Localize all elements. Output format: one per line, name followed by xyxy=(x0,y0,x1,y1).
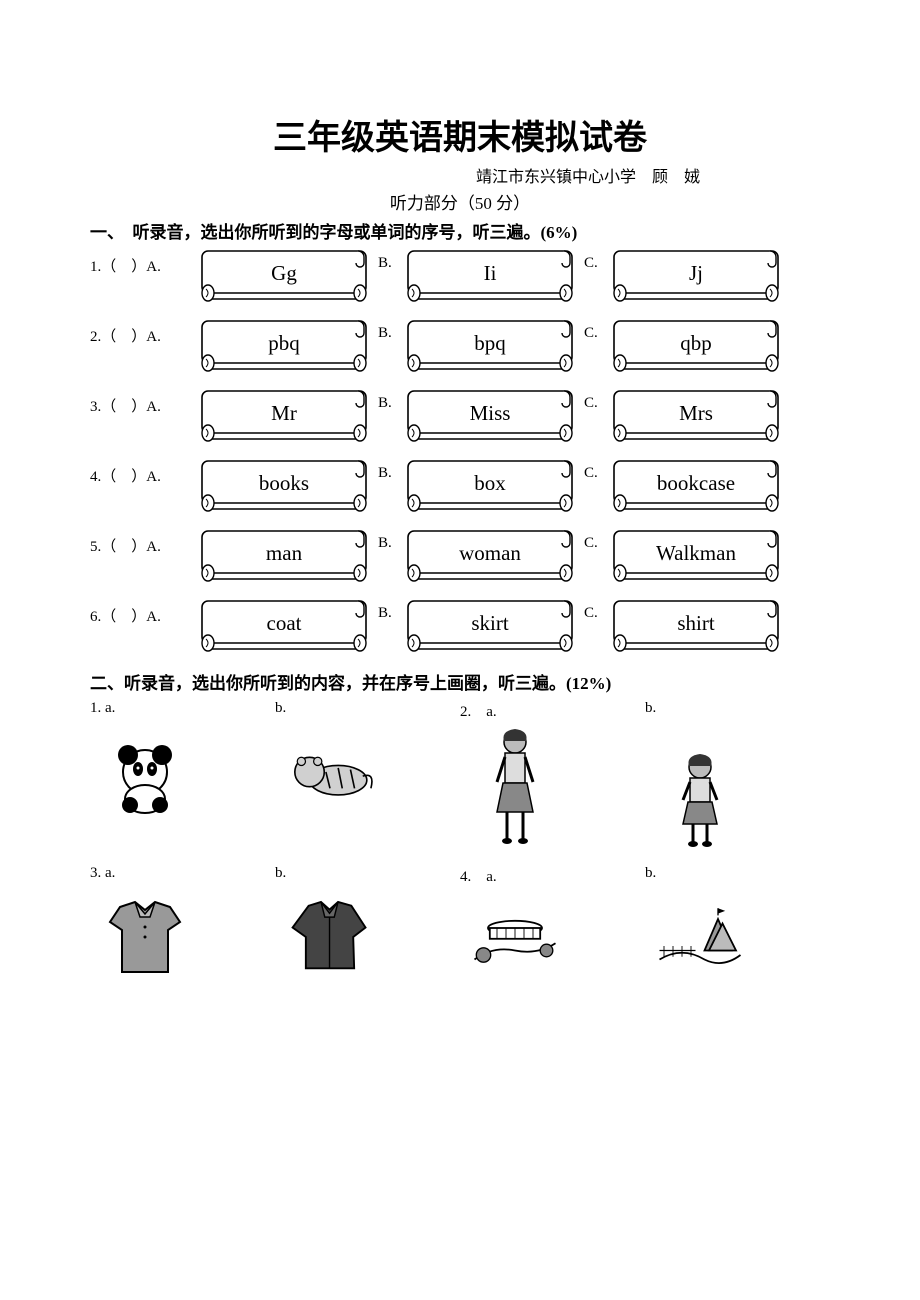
svg-text:skirt: skirt xyxy=(471,611,509,635)
svg-text:bpq: bpq xyxy=(474,331,506,355)
tall-girl-icon[interactable] xyxy=(470,727,560,847)
option-label: B. xyxy=(378,599,406,622)
option-label: C. xyxy=(584,319,612,342)
question-number: 6.（ ）A. xyxy=(90,599,200,626)
option-label: C. xyxy=(584,599,612,622)
option-C[interactable]: bookcase xyxy=(612,459,780,515)
option-B[interactable]: box xyxy=(406,459,574,515)
option-label: B. xyxy=(378,249,406,272)
svg-text:Ii: Ii xyxy=(484,261,497,285)
section2-right-group: 2. a. b. xyxy=(460,700,830,721)
option-A[interactable]: man xyxy=(200,529,368,585)
option-label: C. xyxy=(584,389,612,412)
svg-text:Mrs: Mrs xyxy=(679,401,713,425)
question-number: 5.（ ）A. xyxy=(90,529,200,556)
zoo-icon[interactable] xyxy=(470,892,560,982)
option-B[interactable]: skirt xyxy=(406,599,574,655)
section2-right-group: 4. a. b. xyxy=(460,865,830,886)
option-B[interactable]: Ii xyxy=(406,249,574,305)
option-C[interactable]: Mrs xyxy=(612,389,780,445)
page-title: 三年级英语期末模拟试卷 xyxy=(90,110,830,159)
option-label: B. xyxy=(378,529,406,552)
section2-left-group: 3. a. b. xyxy=(90,865,460,886)
option-label: C. xyxy=(584,249,612,272)
q-label: b. xyxy=(645,865,656,881)
question-number: 2.（ ）A. xyxy=(90,319,200,346)
option-B[interactable]: bpq xyxy=(406,319,574,375)
svg-text:books: books xyxy=(259,471,309,495)
section1-instruction: 一、 听录音，选出你所听到的字母或单词的序号，听三遍。(6%) xyxy=(90,218,830,243)
question-number: 3.（ ）A. xyxy=(90,389,200,416)
question-row: 4.（ ）A. books B. box C. bookcase xyxy=(90,459,830,515)
q-label: 3. a. xyxy=(90,865,115,881)
section1-questions: 1.（ ）A. Gg B. Ii C. Jj 2.（ ）A. pbq B. bp… xyxy=(90,249,830,655)
question-row: 6.（ ）A. coat B. skirt C. shirt xyxy=(90,599,830,655)
option-C[interactable]: Walkman xyxy=(612,529,780,585)
question-number: 1.（ ）A. xyxy=(90,249,200,276)
option-label: B. xyxy=(378,389,406,412)
section2-left-group: 1. a. b. xyxy=(90,700,460,721)
svg-text:woman: woman xyxy=(459,541,521,565)
svg-text:qbp: qbp xyxy=(680,331,712,355)
jacket-icon[interactable] xyxy=(285,892,375,982)
option-label: B. xyxy=(378,319,406,342)
option-A[interactable]: books xyxy=(200,459,368,515)
tiger-icon[interactable] xyxy=(285,727,375,817)
option-C[interactable]: qbp xyxy=(612,319,780,375)
svg-text:Gg: Gg xyxy=(271,261,297,285)
question-row: 2.（ ）A. pbq B. bpq C. qbp xyxy=(90,319,830,375)
q-label: 2. a. xyxy=(460,704,497,720)
question-number: 4.（ ）A. xyxy=(90,459,200,486)
svg-text:Miss: Miss xyxy=(470,401,511,425)
park-icon[interactable] xyxy=(655,892,745,982)
svg-text:Walkman: Walkman xyxy=(656,541,736,565)
option-B[interactable]: Miss xyxy=(406,389,574,445)
question-row: 5.（ ）A. man B. woman C. Walkman xyxy=(90,529,830,585)
page-subtitle: 靖江市东兴镇中心小学 顾 娀 xyxy=(90,163,830,187)
q-label: 1. a. xyxy=(90,700,115,716)
option-C[interactable]: shirt xyxy=(612,599,780,655)
listening-header: 听力部分（50 分） xyxy=(90,189,830,214)
q-label: b. xyxy=(275,865,286,881)
panda-icon[interactable] xyxy=(100,727,190,817)
svg-text:bookcase: bookcase xyxy=(657,471,735,495)
exam-page: 三年级英语期末模拟试卷 靖江市东兴镇中心小学 顾 娀 听力部分（50 分） 一、… xyxy=(0,0,920,1040)
svg-text:pbq: pbq xyxy=(268,331,300,355)
option-A[interactable]: coat xyxy=(200,599,368,655)
option-B[interactable]: woman xyxy=(406,529,574,585)
question-row: 1.（ ）A. Gg B. Ii C. Jj xyxy=(90,249,830,305)
option-A[interactable]: pbq xyxy=(200,319,368,375)
option-label: C. xyxy=(584,529,612,552)
shirt-icon[interactable] xyxy=(100,892,190,982)
section2-instruction: 二、听录音，选出你所听到的内容，并在序号上画圈，听三遍。(12%) xyxy=(90,669,830,694)
option-A[interactable]: Gg xyxy=(200,249,368,305)
svg-text:coat: coat xyxy=(267,611,302,635)
question-row: 3.（ ）A. Mr B. Miss C. Mrs xyxy=(90,389,830,445)
option-label: B. xyxy=(378,459,406,482)
section2-label-row: 1. a. b. 2. a. b. xyxy=(90,700,830,721)
short-girl-icon[interactable] xyxy=(655,727,745,847)
section2-image-row xyxy=(90,727,830,847)
svg-text:man: man xyxy=(266,541,303,565)
section2-image-row xyxy=(90,892,830,982)
svg-text:Jj: Jj xyxy=(689,261,703,285)
q-label: 4. a. xyxy=(460,869,497,885)
option-A[interactable]: Mr xyxy=(200,389,368,445)
svg-text:Mr: Mr xyxy=(271,401,297,425)
q-label: b. xyxy=(275,700,286,716)
q-label: b. xyxy=(645,700,656,716)
option-label: C. xyxy=(584,459,612,482)
option-C[interactable]: Jj xyxy=(612,249,780,305)
svg-text:box: box xyxy=(474,471,506,495)
svg-text:shirt: shirt xyxy=(677,611,715,635)
section2-label-row: 3. a. b. 4. a. b. xyxy=(90,865,830,886)
